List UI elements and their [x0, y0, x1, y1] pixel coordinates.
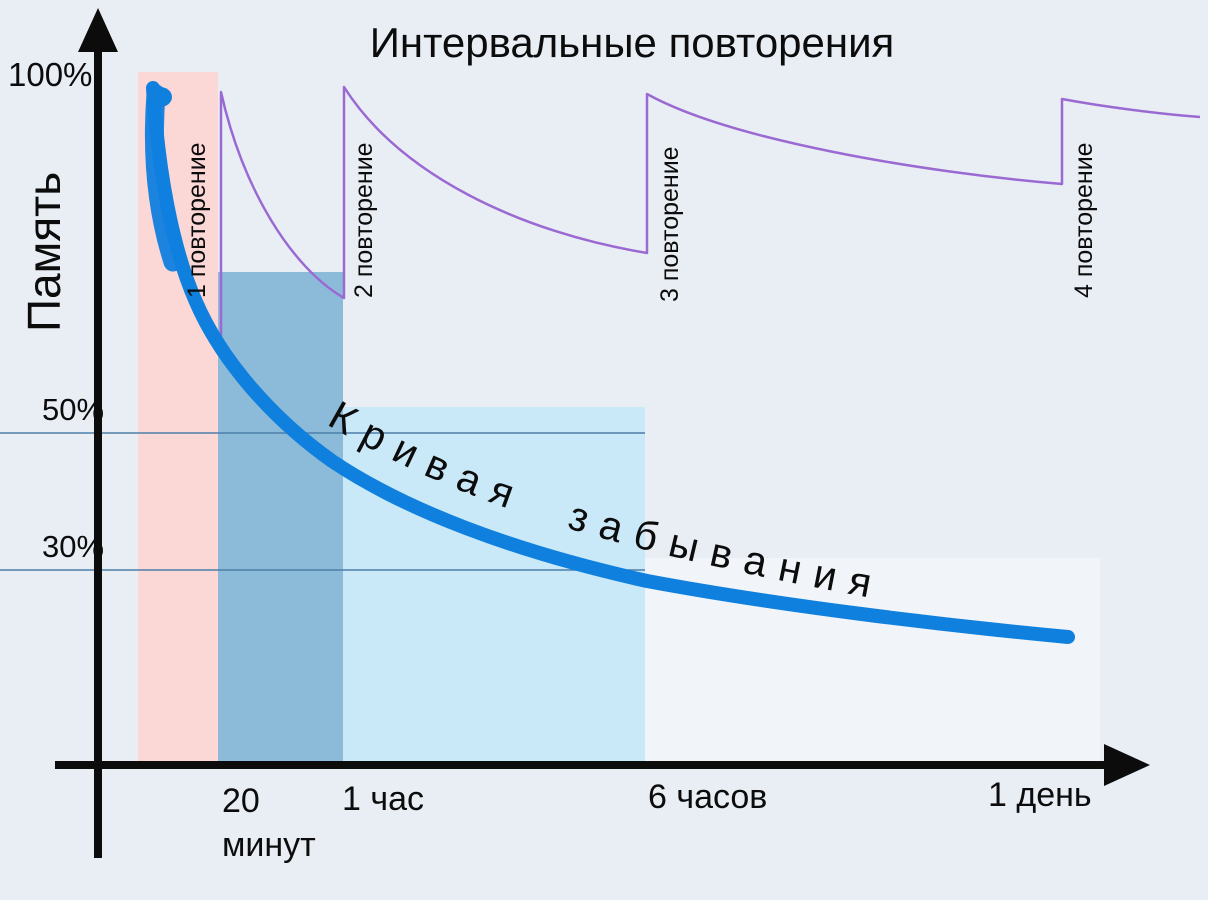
y-tick-50: 50% [42, 392, 104, 427]
forgetting-curve [146, 81, 1075, 644]
repetition-sawtooth-curve [219, 85, 1201, 345]
x-tick-6hours: 6 часов [648, 778, 767, 816]
y-tick-30: 30% [42, 529, 104, 564]
y-axis-label: Память [18, 172, 70, 332]
repetition-label-2: 2 повторение [350, 142, 378, 298]
repetition-label-4: 4 повторение [1070, 142, 1098, 298]
x-tick-20: 20 [222, 782, 260, 820]
region-6hours [343, 407, 645, 765]
x-tick-1day: 1 день [988, 776, 1092, 814]
x-tick-20-sub: минут [222, 826, 316, 864]
forgetting-curve-overdraw [144, 84, 183, 272]
forgetting-curve-start-blob [148, 87, 172, 107]
y-axis-arrow [78, 8, 118, 52]
y-tick-100: 100% [8, 56, 92, 93]
chart-title: Интервальные повторения [370, 19, 895, 66]
repetition-label-1: 1 повторение [183, 142, 211, 298]
x-axis-arrow [1104, 744, 1150, 786]
repetition-label-3: 3 повторение [656, 146, 684, 302]
x-tick-1hour: 1 час [342, 780, 424, 818]
region-1hour [218, 272, 343, 765]
